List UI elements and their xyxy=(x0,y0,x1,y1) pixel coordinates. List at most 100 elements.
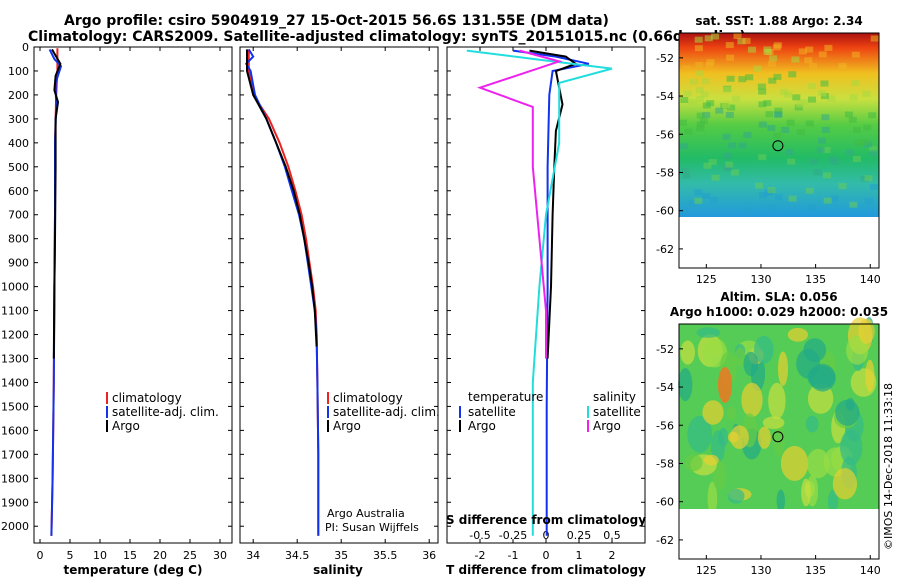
sst-pixel xyxy=(849,201,858,208)
sst-pixel xyxy=(715,107,724,114)
sst-pixel xyxy=(743,132,752,138)
sst-pixel xyxy=(688,98,697,105)
salinity-difference-scale: -0.5 -0.25 0 0.25 0.5 xyxy=(469,529,620,542)
depth-tick-label: 1500 xyxy=(1,400,29,413)
sst-pixel xyxy=(727,104,736,111)
map-y-tick-label: -54 xyxy=(656,90,674,103)
sst-pixel xyxy=(805,46,814,53)
sst-pixel xyxy=(694,189,703,196)
salinity-axes-frame xyxy=(239,46,439,544)
map-x-tick-label: 125 xyxy=(696,273,717,286)
sst-pixel xyxy=(774,107,783,114)
depth-tick-label: 1800 xyxy=(1,472,29,485)
legend-label-climatology: climatology xyxy=(333,391,403,405)
sst-pixel xyxy=(694,36,703,43)
sst-pixel xyxy=(813,169,822,176)
sla-anomaly-blob xyxy=(703,454,719,466)
sst-pixel xyxy=(805,187,814,194)
temperature-legend: climatology satellite-adj. clim. Argo xyxy=(106,391,219,433)
annotation-pi: PI: Susan Wijffels xyxy=(325,521,419,534)
sst-pixel xyxy=(774,194,783,201)
sla-anomaly-blob xyxy=(727,488,745,504)
sla-anomaly-blob xyxy=(865,359,875,392)
sst-pixel xyxy=(818,51,827,58)
sst-pixel xyxy=(823,197,832,204)
x-tick-label: 20 xyxy=(153,549,167,562)
sst-pixel xyxy=(805,120,814,127)
map-y-tick-label: -52 xyxy=(656,52,674,65)
depth-tick-label: 400 xyxy=(8,137,29,150)
sst-pixel xyxy=(696,121,705,128)
s-diff-tick-label: 0.5 xyxy=(603,529,621,542)
sst-pixel xyxy=(753,65,762,72)
sst-pixel xyxy=(724,152,733,159)
sst-pixel xyxy=(786,119,795,126)
sst-pixel xyxy=(701,78,710,85)
difference-panel: -2 -1 0 1 2 -0.5 -0.25 0 0.25 0.5 T difference f… xyxy=(446,46,646,577)
sla-anomaly-blob xyxy=(743,351,759,377)
depth-tick-label: 100 xyxy=(8,65,29,78)
s-diff-tick-label: -0.5 xyxy=(469,529,490,542)
x-tick-label: 30 xyxy=(213,549,227,562)
sst-pixel xyxy=(862,90,871,97)
sst-pixel xyxy=(796,129,805,136)
sst-pixel xyxy=(732,95,740,102)
sst-pixel xyxy=(772,44,781,51)
sst-pixel xyxy=(807,204,816,210)
sst-pixel xyxy=(791,56,800,63)
sla-anomaly-blob xyxy=(726,406,737,421)
sla-anomaly-blob xyxy=(787,327,809,342)
sst-pixel xyxy=(818,90,827,96)
sst-pixel xyxy=(737,38,746,45)
sst-argo-position-marker xyxy=(772,140,784,152)
sla-map-title: Altim. SLA: 0.056 xyxy=(720,290,837,304)
sst-pixel xyxy=(689,78,698,85)
sst-pixel xyxy=(788,71,797,78)
sst-pixel xyxy=(870,184,878,190)
sst-pixel xyxy=(808,83,816,89)
difference-legend: temperature satellite Argo salinity sate… xyxy=(459,390,641,433)
sst-pixel xyxy=(682,65,691,72)
sst-pixel xyxy=(809,158,818,165)
depth-tick-label: 800 xyxy=(8,233,29,246)
sst-pixel xyxy=(823,172,832,179)
sst-pixel xyxy=(745,74,754,81)
sla-anomaly-blob xyxy=(718,367,732,403)
header-line2: Climatology: CARS2009. Satellite-adjuste… xyxy=(28,29,746,45)
sst-pixel xyxy=(709,196,718,203)
depth-tick-label: 1900 xyxy=(1,496,29,509)
legend-label-satellite: satellite-adj. clim. xyxy=(112,405,219,419)
sst-pixel xyxy=(852,156,861,162)
sst-pixel xyxy=(794,104,803,111)
sla-map: Altim. SLA: 0.056 Argo h1000: 0.029 h200… xyxy=(656,290,888,577)
sla-anomaly-blob xyxy=(678,368,693,402)
sla-anomaly-blob xyxy=(858,318,875,344)
sst-pixel xyxy=(696,125,705,132)
map-y-tick-label: -56 xyxy=(656,128,674,141)
depth-tick-label: 300 xyxy=(8,113,29,126)
sst-pixel xyxy=(684,128,693,135)
sla-anomaly-blob xyxy=(741,382,763,418)
sst-pixel xyxy=(773,132,782,139)
sst-pixel xyxy=(781,127,790,133)
sla-anomaly-blob xyxy=(801,478,811,507)
sst-pixel xyxy=(728,142,737,149)
sla-anomaly-blob xyxy=(832,468,858,500)
sst-pixel xyxy=(695,87,704,94)
depth-tick-label: 500 xyxy=(8,161,29,174)
temperature-axes-frame xyxy=(33,46,233,544)
sst-pixel xyxy=(821,126,830,133)
map-x-tick-label: 140 xyxy=(860,273,881,286)
sst-pixel xyxy=(759,192,768,199)
map-y-tick-label: -58 xyxy=(656,457,674,470)
sst-pixel xyxy=(711,33,720,40)
s-diff-tick-label: 0.25 xyxy=(567,529,592,542)
sst-pixel xyxy=(869,150,878,157)
series-line-s-satellite xyxy=(466,49,613,536)
salinity-depth-ticks xyxy=(240,46,438,527)
s-diff-tick-label: -0.25 xyxy=(499,529,527,542)
salinity-legend: climatology satellite-adj. clim. Argo xyxy=(327,391,440,433)
sst-pixel xyxy=(769,55,778,62)
sst-pixel xyxy=(706,100,715,107)
depth-tick-label: 1200 xyxy=(1,329,29,342)
